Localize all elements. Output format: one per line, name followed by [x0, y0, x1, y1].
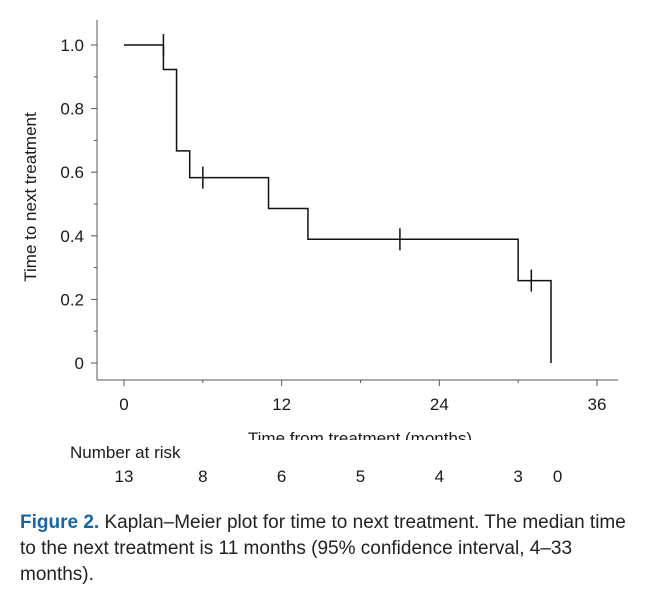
risk-count: 4 — [434, 467, 445, 486]
km-chart: 0 0.2 0.4 0.6 0.8 1.0 0 12 24 36 Time from treatm… — [21, 20, 618, 440]
censor-marks — [162, 34, 533, 292]
ticks: 0 0.2 0.4 0.6 0.8 1.0 0 12 24 36 — [60, 36, 606, 414]
number-at-risk-label: Number at risk — [70, 443, 181, 462]
y-tick-label: 0.6 — [60, 163, 84, 182]
y-tick-label: 1.0 — [60, 36, 84, 55]
x-axis-label: Time from treatment (months) — [248, 429, 472, 440]
risk-count: 13 — [114, 467, 134, 486]
x-tick-label: 0 — [119, 395, 128, 414]
figure-caption: Figure 2. Kaplan–Meier plot for time to … — [20, 510, 640, 588]
risk-count: 5 — [355, 467, 366, 486]
figure-label: Figure 2. — [20, 512, 100, 533]
axes — [96, 20, 618, 381]
y-tick-label: 0.8 — [60, 100, 84, 119]
km-step-curve — [124, 44, 552, 363]
y-tick-label: 0.2 — [60, 290, 84, 309]
y-axis-label: Time to next treatment — [21, 112, 40, 282]
x-tick-label: 12 — [272, 395, 291, 414]
risk-count: 6 — [276, 467, 287, 486]
km-curve-group — [124, 44, 552, 363]
y-tick-label: 0 — [75, 354, 84, 373]
risk-count: 8 — [198, 467, 208, 486]
risk-count: 3 — [513, 467, 523, 486]
x-tick-label: 36 — [588, 395, 607, 414]
risk-count: 0 — [552, 467, 563, 486]
caption-text: Kaplan–Meier plot for time to next treat… — [20, 512, 626, 585]
y-tick-label: 0.4 — [60, 227, 84, 246]
x-tick-label: 24 — [430, 395, 449, 414]
